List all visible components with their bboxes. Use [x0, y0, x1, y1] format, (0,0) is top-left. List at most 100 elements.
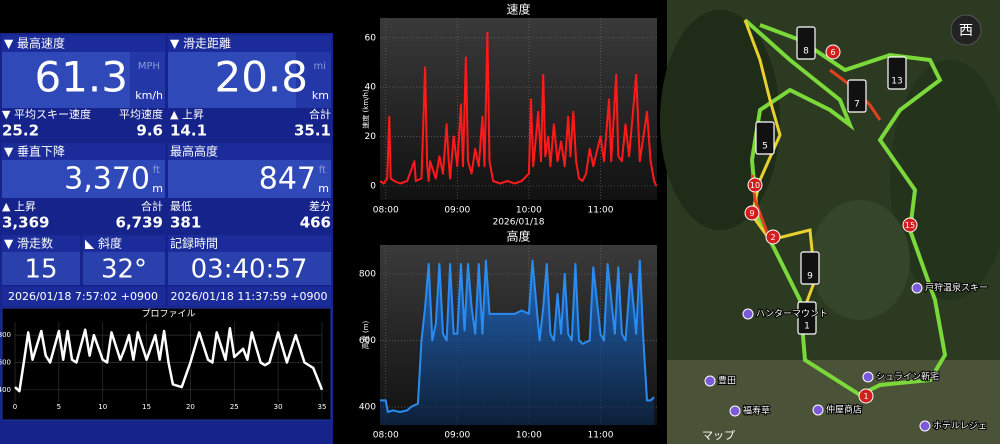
forest	[660, 10, 780, 230]
y-tick-label: 0	[370, 181, 376, 191]
label: 合計	[309, 107, 331, 121]
stats-panel: ▼ 最高速度 ▼ 滑走距離 61.3 MPH km/h 20.8 mi km ▼…	[0, 33, 333, 444]
unit: ft	[153, 165, 160, 176]
y-axis-label: 高度 (m)	[361, 320, 370, 349]
compass[interactable]	[950, 14, 982, 46]
label: ▼ 滑走数	[4, 236, 53, 251]
cell	[2, 287, 165, 306]
y-axis-label: 速度 (km/h)	[361, 89, 370, 129]
x-tick-label: 10	[98, 403, 107, 411]
x-tick-label: 20	[186, 403, 195, 411]
x-tick-label: 0	[13, 403, 17, 411]
value: 20.8	[214, 53, 308, 102]
label: 記録時間	[170, 236, 218, 251]
value-box	[2, 252, 80, 285]
place-pin	[729, 405, 741, 417]
cell	[168, 143, 331, 160]
chart-title: 高度	[506, 229, 530, 244]
forest	[890, 60, 1000, 300]
lift-marker	[887, 56, 907, 90]
value: 466	[300, 214, 331, 232]
place-label: ハンターマウント	[756, 309, 828, 320]
value: 3,369	[2, 214, 49, 232]
cell	[2, 235, 80, 252]
value-box	[83, 252, 165, 285]
x-tick-label: 25	[230, 403, 239, 411]
unit: m	[318, 182, 329, 195]
cell	[168, 287, 331, 306]
line	[380, 259, 655, 413]
unit: m	[152, 182, 163, 195]
unit: km	[312, 89, 329, 102]
x-axis-label: 2026/01/18	[493, 218, 545, 228]
route-marker-label: 10	[750, 181, 760, 190]
x-tick-label: 11:00	[587, 431, 613, 441]
label: ▼ 平均スキー速度	[2, 107, 91, 121]
lift-marker	[800, 251, 820, 285]
value: 381	[170, 214, 201, 232]
route-marker-label: 15	[905, 221, 915, 230]
label: ▼ 垂直下降	[4, 145, 65, 159]
value: 61.3	[34, 53, 128, 102]
place-label: 仲屋商店	[826, 404, 862, 416]
value-box	[168, 252, 331, 285]
route-marker	[858, 388, 874, 404]
x-tick-label: 09:00	[444, 431, 470, 441]
label: ◣ 斜度	[85, 236, 122, 251]
lift-marker	[796, 26, 816, 60]
y-tick-label: 800	[359, 269, 376, 279]
place-label: 豊田	[718, 375, 736, 387]
profile-bg	[1, 307, 332, 421]
place-label: ホテルレジェ	[933, 421, 987, 432]
place-pin	[742, 308, 754, 320]
x-tick-label: 5	[57, 403, 61, 411]
cell	[168, 235, 331, 252]
x-tick-label: 10:00	[516, 431, 542, 441]
attribution: マップ	[702, 429, 735, 442]
label: ▲ 上昇	[170, 108, 204, 121]
value: 15	[24, 255, 57, 285]
route-marker-label: 1	[863, 392, 868, 401]
y-tick-label: 600	[0, 358, 11, 366]
x-tick-label: 08:00	[373, 206, 399, 216]
route-marker	[747, 177, 763, 193]
value: 14.1	[170, 122, 207, 140]
value: 35.1	[294, 122, 331, 140]
unit: MPH	[138, 61, 160, 72]
route-marker	[825, 44, 841, 60]
y-tick-label: 800	[0, 331, 11, 339]
chart-title: プロファイル	[141, 309, 195, 320]
value: 32°	[101, 255, 147, 285]
value: 6,739	[116, 214, 163, 232]
label: 平均速度	[119, 107, 163, 121]
line	[379, 31, 658, 187]
route-marker	[744, 205, 760, 221]
label: 最低	[170, 200, 192, 213]
lift-marker	[755, 121, 775, 155]
value-box	[130, 52, 165, 108]
compass-label: 西	[959, 23, 973, 39]
chart-title: 速度	[506, 2, 530, 17]
place-pin	[862, 371, 874, 383]
lift-marker-label: 9	[807, 272, 813, 282]
label: ▼ 滑走距離	[170, 37, 231, 51]
route-marker	[765, 229, 781, 245]
unit: km/h	[135, 89, 163, 102]
lift-marker	[847, 79, 867, 113]
place-label: 戸狩温泉スキー	[925, 282, 988, 294]
fields	[667, 360, 1000, 444]
cell	[83, 235, 165, 252]
route-marker	[902, 217, 918, 233]
y-tick-label: 400	[0, 386, 11, 394]
label: ▲ 上昇	[2, 200, 36, 213]
place-pin	[812, 404, 824, 416]
cell	[2, 35, 165, 52]
lift-marker-label: 5	[762, 142, 768, 152]
x-tick-label: 30	[274, 403, 283, 411]
line	[14, 327, 324, 393]
place-label: シュライン新宅	[876, 371, 939, 383]
x-tick-label: 09:00	[444, 206, 470, 216]
route-marker-label: 2	[770, 233, 775, 242]
